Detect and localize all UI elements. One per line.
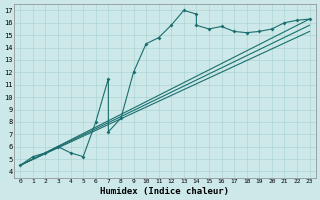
X-axis label: Humidex (Indice chaleur): Humidex (Indice chaleur) <box>100 187 229 196</box>
